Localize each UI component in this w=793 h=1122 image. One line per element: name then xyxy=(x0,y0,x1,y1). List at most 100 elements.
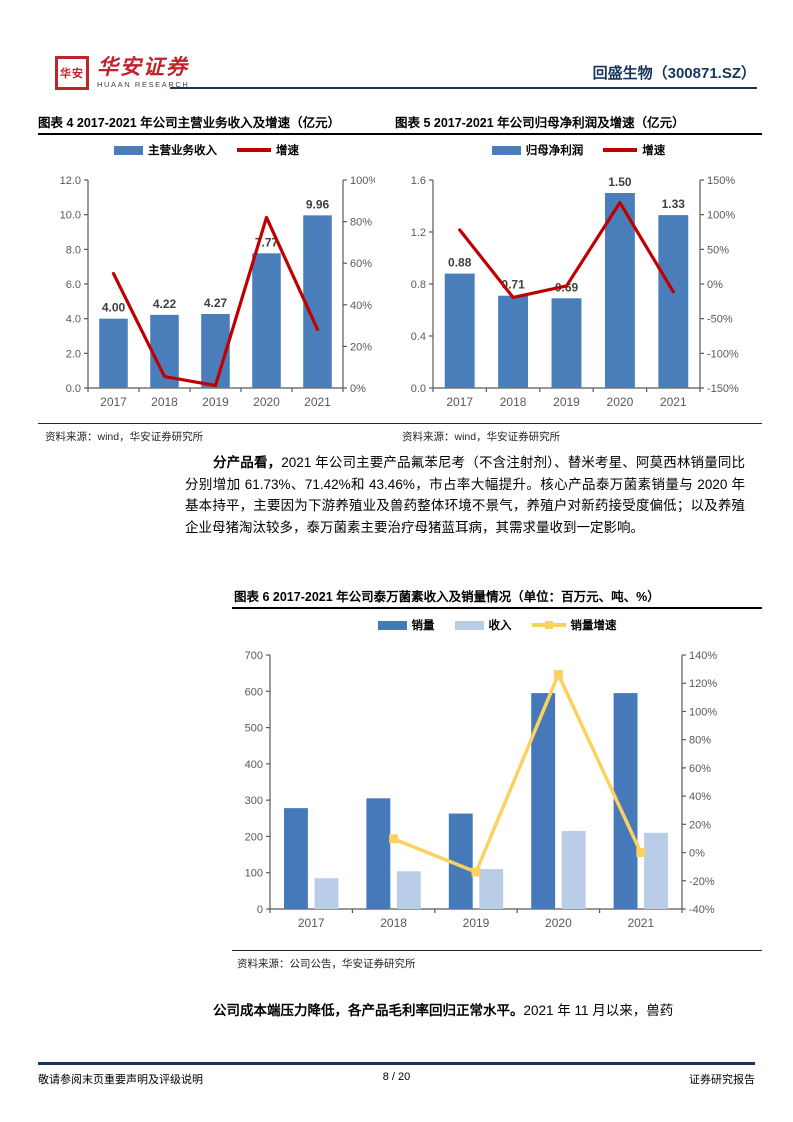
left-tick-label: 2.0 xyxy=(66,348,81,360)
figure5-source: 资料来源：wind，华安证券研究所 xyxy=(402,431,561,443)
revenue-growth-chart: 0.0 2.0 4.0 6.0 8.0 10.0 12.0 0% 20% 40% 60% 80% 100… xyxy=(38,166,379,423)
bar xyxy=(604,193,635,388)
left-tick-label: 6.0 xyxy=(66,279,81,291)
line-marker xyxy=(636,848,646,858)
line-marker xyxy=(471,867,481,877)
left-tick-label: 8.0 xyxy=(66,244,81,256)
paragraph-products-text: 2021 年公司主要产品氟苯尼考（不含注射剂）、替米考星、阿莫西林销量同比分别增… xyxy=(185,455,745,535)
right-tick-label: 40% xyxy=(689,791,711,803)
chart4-svg: 0.0 2.0 4.0 6.0 8.0 10.0 12.0 0% 20% 40% 60% 80% 100… xyxy=(60,175,379,409)
figure6-bottom-rule xyxy=(232,950,762,951)
left-tick-label: 1.2 xyxy=(411,227,426,239)
paragraph-products-lead: 分产品看， xyxy=(213,455,282,470)
bars xyxy=(284,693,668,909)
legend-item: 销量增速 xyxy=(531,617,617,633)
right-tick-label: -20% xyxy=(689,876,715,888)
legend-line-swatch-icon xyxy=(603,148,638,152)
figure6-title: 图表 6 2017-2021 年公司泰万菌素收入及销量情况（单位：百万元、吨、%… xyxy=(234,590,660,604)
axes: 0 100 200 300 400 500 600 700 -40% -20% 0% 20% 40% 60… xyxy=(245,650,718,930)
huaan-logo: 华安 华安证券 HUAAN RESEARCH xyxy=(55,56,189,90)
x-category-label: 2019 xyxy=(463,916,490,930)
bar xyxy=(561,830,586,909)
legend-line-swatch-icon xyxy=(237,148,271,152)
right-tick-label: 80% xyxy=(350,217,372,229)
left-tick-label: 1.6 xyxy=(411,175,426,187)
figure4-source: 资料来源：wind，华安证券研究所 xyxy=(45,431,204,443)
paragraph-cost-lead: 公司成本端压力降低，各产品毛利率回归正常水平。 xyxy=(213,1003,524,1018)
axes: 0.0 2.0 4.0 6.0 8.0 10.0 12.0 0% 20% 40% 60% 80% 100… xyxy=(60,175,379,409)
bar xyxy=(99,318,128,388)
figure6-title-underline xyxy=(232,607,762,609)
bar xyxy=(644,832,668,909)
line-marker xyxy=(389,834,399,844)
figure5-legend: 归母净利润 增速 xyxy=(395,142,762,158)
figure4-title: 图表 4 2017-2021 年公司主营业务收入及增速（亿元） xyxy=(38,116,341,130)
right-tick-label: 40% xyxy=(350,300,372,312)
bar xyxy=(479,869,504,909)
footer-report-type: 证券研究报告 xyxy=(689,1074,755,1086)
right-tick-label: 100% xyxy=(350,175,375,187)
bar xyxy=(448,813,473,909)
bar xyxy=(303,215,332,388)
right-tick-label: 20% xyxy=(689,819,711,831)
left-tick-label: 100 xyxy=(245,868,263,880)
x-category-label: 2021 xyxy=(627,916,654,930)
legend-label: 增速 xyxy=(276,145,299,157)
legend-label: 收入 xyxy=(488,620,512,632)
stock-title: 回盛生物（300871.SZ） xyxy=(592,65,756,82)
right-tick-label: 0% xyxy=(350,383,366,395)
x-category-label: 2021 xyxy=(304,395,331,409)
chart6-svg: 0 100 200 300 400 500 600 700 -40% -20% 0% 20% 40% 60… xyxy=(245,650,718,930)
left-tick-label: 600 xyxy=(245,686,263,698)
right-tick-label: 100% xyxy=(707,210,735,222)
figure4-legend: 主营业务收入 增速 xyxy=(38,142,375,158)
x-category-label: 2017 xyxy=(100,395,127,409)
legend-item: 主营业务收入 xyxy=(114,142,217,158)
right-tick-label: 80% xyxy=(689,735,711,747)
brand-name: 华安证券 xyxy=(97,54,189,79)
x-category-label: 2020 xyxy=(253,395,280,409)
header-rule xyxy=(170,87,757,89)
legend-bar-swatch-icon xyxy=(377,620,407,630)
left-tick-label: 200 xyxy=(245,831,263,843)
footer-rule xyxy=(38,1062,755,1065)
x-category-label: 2018 xyxy=(500,395,527,409)
x-category-label: 2021 xyxy=(660,395,687,409)
axes: 0.0 0.4 0.8 1.2 1.6 -150% -100% -50% 0% 50% 100% 15… xyxy=(411,175,739,409)
right-tick-label: 140% xyxy=(689,650,717,662)
bar xyxy=(444,273,475,388)
right-tick-label: 60% xyxy=(689,763,711,775)
bar xyxy=(284,808,308,909)
legend-label: 增速 xyxy=(642,145,666,157)
bar xyxy=(396,871,421,909)
x-category-label: 2018 xyxy=(151,395,178,409)
bar-value-label: 4.27 xyxy=(204,296,228,310)
left-tick-label: 300 xyxy=(245,795,263,807)
right-tick-label: -150% xyxy=(707,383,739,395)
legend-item: 收入 xyxy=(454,617,512,633)
x-category-label: 2020 xyxy=(545,916,572,930)
x-category-label: 2020 xyxy=(607,395,634,409)
bar-value-label: 4.00 xyxy=(102,301,126,315)
legend-bar-swatch-icon xyxy=(114,145,143,155)
right-tick-label: 100% xyxy=(689,706,717,718)
x-category-label: 2018 xyxy=(380,916,407,930)
left-tick-label: 500 xyxy=(245,723,263,735)
net-profit-growth-chart: 0.0 0.4 0.8 1.2 1.6 -150% -100% -50% 0% 50% 100% 15… xyxy=(395,166,762,423)
bar-value-label: 4.22 xyxy=(153,297,177,311)
bar xyxy=(551,298,582,388)
left-tick-label: 0.0 xyxy=(66,383,81,395)
x-category-label: 2019 xyxy=(553,395,580,409)
figure5-title: 图表 5 2017-2021 年公司归母净利润及增速（亿元） xyxy=(395,116,685,130)
right-tick-label: 0% xyxy=(689,848,705,860)
brand-subtitle: HUAAN RESEARCH xyxy=(97,80,190,89)
left-tick-label: 0.8 xyxy=(411,279,426,291)
left-tick-label: 0.4 xyxy=(411,331,426,343)
legend-item: 增速 xyxy=(603,142,665,158)
left-tick-label: 0 xyxy=(257,904,263,916)
bar-value-label: 1.33 xyxy=(662,197,686,211)
figure-bottom-rule xyxy=(38,423,762,424)
right-tick-label: -40% xyxy=(689,904,715,916)
legend-item: 归母净利润 xyxy=(491,142,583,158)
bar xyxy=(366,798,391,909)
